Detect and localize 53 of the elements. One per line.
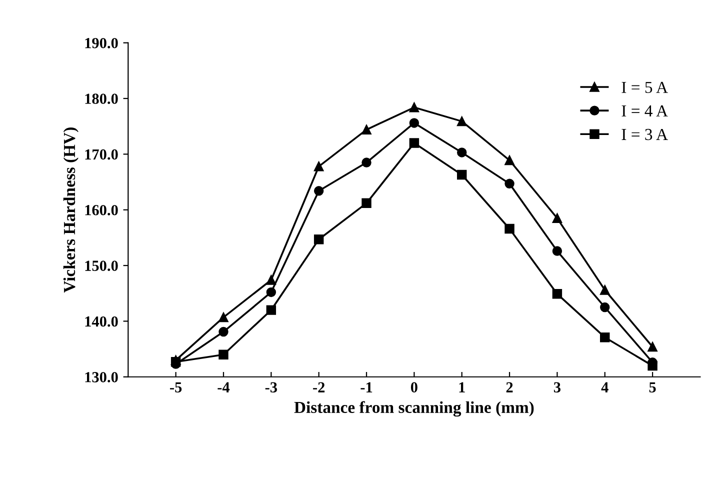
point	[314, 234, 324, 244]
point	[456, 148, 467, 158]
x-tick-label: -3	[265, 382, 278, 392]
point	[218, 326, 228, 337]
point	[409, 138, 420, 148]
x-tick-label: 5	[649, 382, 656, 392]
point	[600, 332, 610, 342]
point	[314, 186, 324, 196]
legend-label: I = 5 A	[622, 82, 668, 94]
x-tick-label: 1	[459, 382, 465, 392]
x-axis-title: Distance from scanning line (mm)	[294, 401, 534, 417]
x-tick-label: -5	[170, 382, 182, 392]
point	[409, 102, 420, 112]
x-tick-label: 4	[601, 382, 608, 392]
y-tick-label: 170.0	[85, 149, 118, 160]
point	[362, 198, 372, 208]
x-tick-label: 0	[410, 382, 418, 392]
point	[218, 312, 228, 322]
x-tick-label: 2	[506, 382, 513, 392]
point	[362, 124, 372, 135]
y-tick-label: 190.0	[85, 38, 118, 48]
point	[552, 246, 562, 256]
point	[314, 162, 324, 172]
y-tick-label: 160.0	[85, 204, 118, 216]
point	[266, 275, 276, 285]
legend-label: I = 3 A	[622, 128, 668, 140]
point	[504, 224, 514, 234]
point	[170, 356, 181, 367]
point	[266, 287, 276, 298]
y-tick-label: 180.0	[85, 94, 118, 104]
point	[456, 170, 467, 180]
legend-label: I = 4 A	[622, 105, 668, 116]
y-tick-label: 150.0	[85, 260, 118, 272]
point	[552, 289, 562, 299]
x-tick-label: -2	[313, 382, 325, 392]
point	[218, 350, 228, 360]
x-tick-label: -4	[218, 382, 230, 392]
y-tick-label: 140.0	[85, 316, 118, 327]
point	[409, 118, 420, 128]
point	[266, 305, 276, 315]
point	[648, 342, 658, 352]
x-tick-label: -1	[360, 382, 372, 392]
point	[504, 178, 514, 189]
point	[600, 285, 610, 295]
point	[648, 360, 658, 371]
point	[362, 158, 372, 168]
point	[600, 302, 610, 312]
point	[504, 155, 514, 166]
y-tick-label: 130.0	[85, 372, 118, 382]
x-tick-label: 3	[554, 382, 560, 392]
point	[456, 116, 467, 126]
y-axis-title: Vickers Hardness (HV)	[63, 128, 78, 293]
point	[552, 213, 562, 224]
